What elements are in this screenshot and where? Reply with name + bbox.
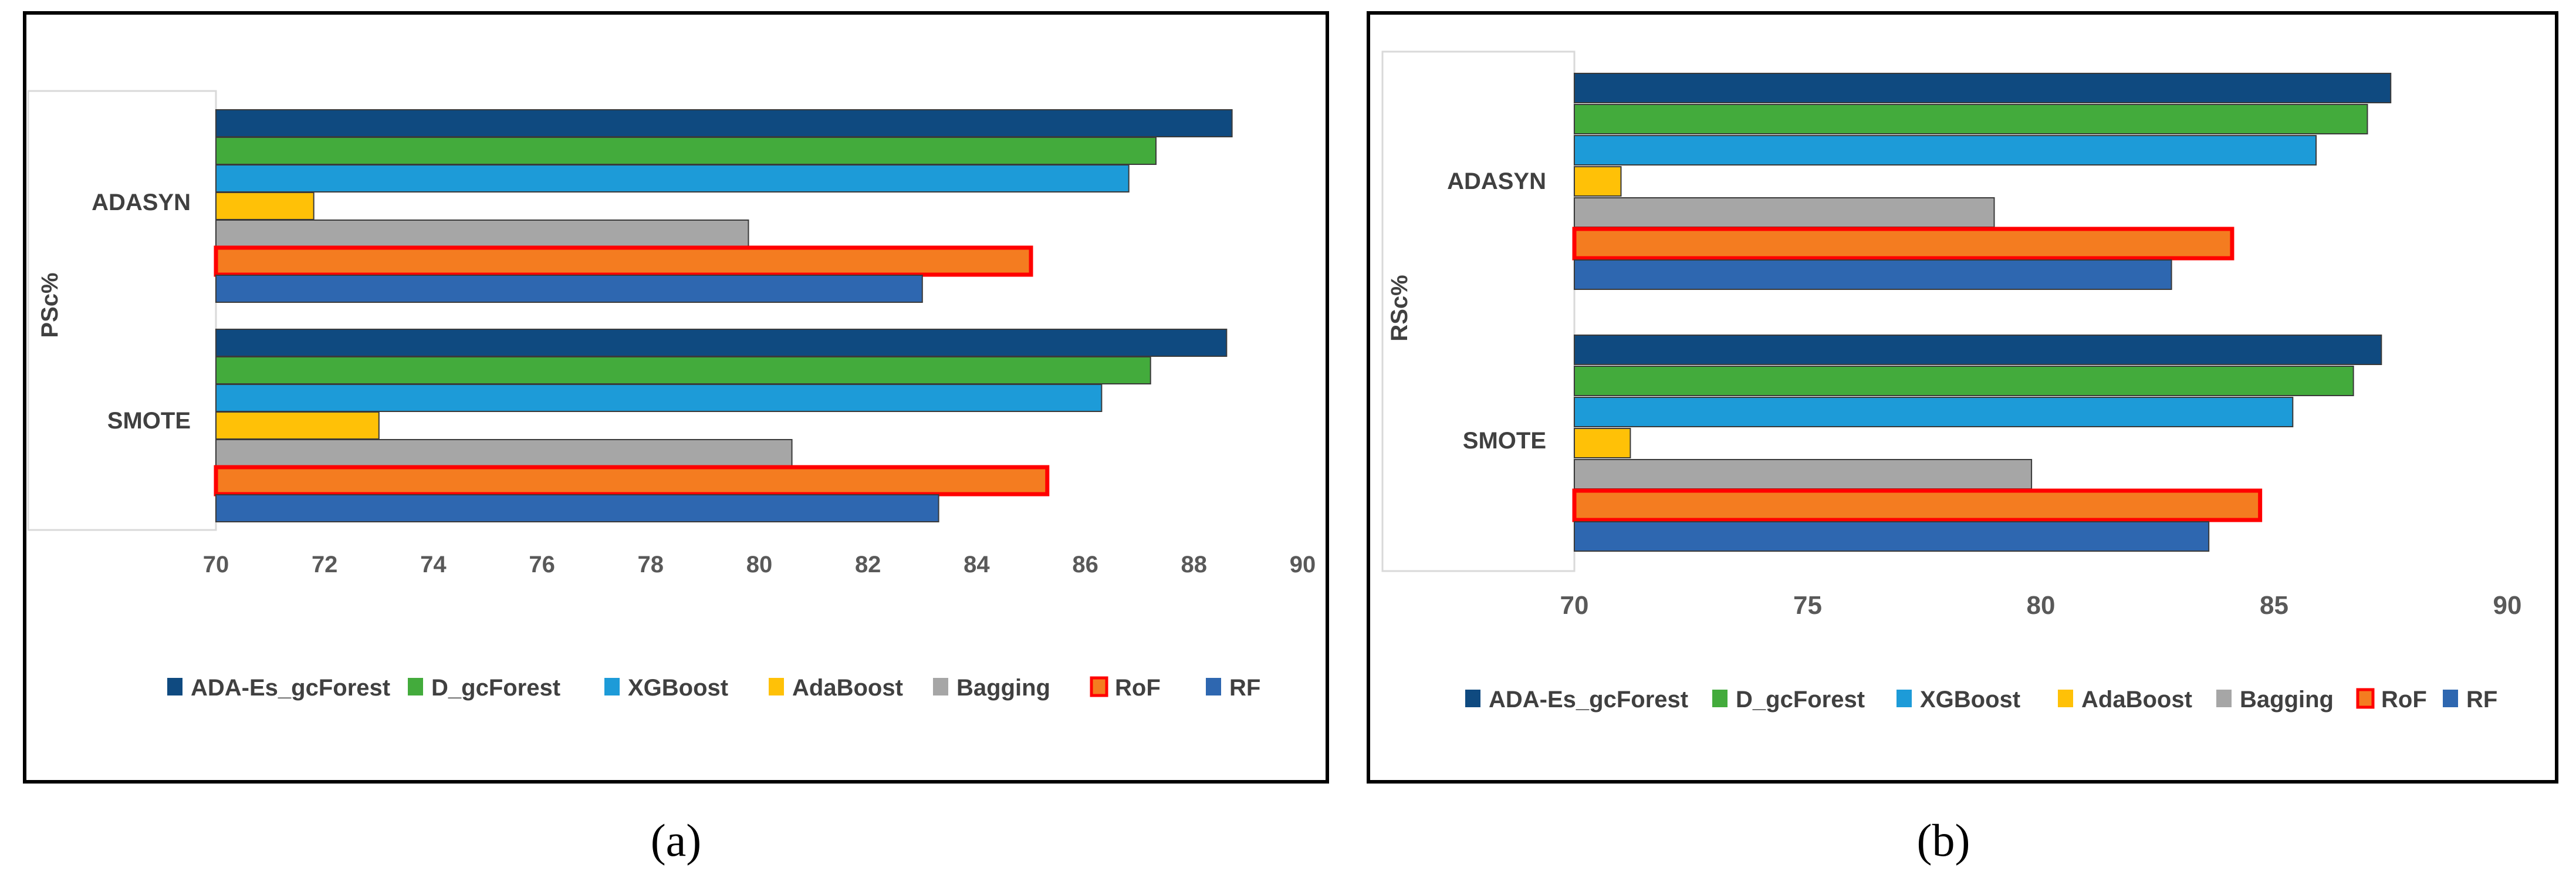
- panel-b-x-tick: 70: [1560, 591, 1589, 620]
- panel-a-x-tick: 86: [1072, 552, 1098, 578]
- panel-a-legend-label: RF: [1229, 675, 1260, 701]
- panel-a-legend-swatch-xgboost: [604, 678, 620, 695]
- panel-b-bar-adasyn-d-gcforest: [1574, 104, 2368, 134]
- panel-b-bar-adasyn-adaboost: [1574, 166, 1622, 197]
- panel-a-x-tick: 80: [746, 552, 773, 578]
- panel-a-x-ticks: 70 72 74 76 78 80 82 84 86 88 90: [203, 552, 1316, 578]
- panel-a-category-adasyn: ADASYN: [92, 190, 191, 215]
- panel-b-bar-smote-xgboost: [1574, 397, 2294, 427]
- panel-b-x-tick: 80: [2027, 591, 2056, 620]
- panel-a-bar-adasyn-rof: [214, 245, 1033, 277]
- panel-b-legend-label: D_gcForest: [1736, 687, 1865, 713]
- panel-b-x-tick: 90: [2493, 591, 2522, 620]
- panel-b-bar-adasyn-rf: [1574, 259, 2172, 290]
- panel-b-bar-smote-rf: [1574, 521, 2210, 552]
- panel-b-legend-swatch-rof: [2356, 688, 2375, 709]
- panel-a-legend-label: Bagging: [956, 675, 1050, 701]
- panel-a-legend-label: D_gcForest: [431, 675, 560, 701]
- panel-a-bar-adasyn-rf: [215, 275, 923, 303]
- panel-b-legend-swatch-ada-es-gcforest: [1465, 690, 1480, 707]
- panel-a-legend-swatch-ada-es-gcforest: [167, 678, 182, 695]
- panel-a-plot-area: [27, 90, 217, 531]
- panel-b-bar-adasyn-rof: [1572, 227, 2234, 261]
- panel-b-legend: ADA-Es_gcForest D_gcForest XGBoost AdaBoost…: [1465, 687, 2497, 713]
- panel-b-bar-smote-adaboost: [1574, 428, 1631, 458]
- panel-b-bar-smote-d-gcforest: [1574, 366, 2354, 396]
- panel-b-bars: [1572, 73, 2392, 552]
- panel-b-bar-adasyn-bagging: [1574, 197, 1995, 228]
- panel-b-legend-swatch-bagging: [2216, 690, 2232, 707]
- panel-b-x-tick: 75: [1793, 591, 1822, 620]
- panel-a-legend-swatch-rof: [1090, 676, 1108, 697]
- panel-a-x-tick: 76: [529, 552, 555, 578]
- panel-b-legend-label: RoF: [2381, 687, 2427, 713]
- panel-b-category-smote: SMOTE: [1463, 428, 1546, 454]
- panel-b-legend-label: XGBoost: [1920, 687, 2020, 713]
- panel-a-legend-swatch-bagging: [933, 678, 948, 695]
- panel-a-bars: [214, 109, 1233, 522]
- panel-b-legend-label: RF: [2466, 687, 2497, 713]
- panel-a-bar-smote-bagging: [215, 439, 793, 467]
- panel-a-legend-label: ADA-Es_gcForest: [191, 675, 390, 701]
- panel-a-bar-smote-d-gcforest: [215, 356, 1151, 384]
- panel-b-plot-area: [1381, 50, 1576, 572]
- panel-b-legend-swatch-xgboost: [1896, 690, 1912, 707]
- chart-panel-a: PSc% ADASYN SMOTE 70 72 74 76 78 80 82 84 86 88 90…: [23, 11, 1329, 866]
- panel-b-legend-swatch-rf: [2443, 690, 2458, 707]
- panel-a-x-tick: 88: [1181, 552, 1208, 578]
- panel-a-bar-adasyn-xgboost: [215, 164, 1130, 193]
- panel-a-legend: ADA-Es_gcForest D_gcForest XGBoost AdaBoost…: [167, 675, 1260, 701]
- panel-a-legend-swatch-d-gcforest: [408, 678, 423, 695]
- panel-a-legend-swatch-adaboost: [769, 678, 784, 695]
- panel-a-x-tick: 90: [1290, 552, 1316, 578]
- panel-a-bar-smote-ada-es-gcforest: [215, 329, 1228, 357]
- panel-a-x-tick: 82: [855, 552, 881, 578]
- panel-a-bar-adasyn-ada-es-gcforest: [215, 109, 1233, 137]
- panel-a-x-tick: 72: [312, 552, 338, 578]
- panel-a-legend-label: AdaBoost: [792, 675, 903, 701]
- panel-b-bar-adasyn-xgboost: [1574, 135, 2317, 166]
- panel-b-category-adasyn: ADASYN: [1447, 168, 1546, 194]
- panel-a-legend-label: RoF: [1115, 675, 1161, 701]
- panel-b-bar-smote-bagging: [1574, 459, 2033, 489]
- panel-a-bar-smote-adaboost: [215, 411, 380, 440]
- panel-b-bar-smote-rof: [1572, 488, 2263, 522]
- panel-a-bar-smote-rf: [215, 494, 939, 522]
- panel-a-x-tick: 74: [420, 552, 447, 578]
- panel-b-bar-adasyn-ada-es-gcforest: [1574, 73, 2392, 103]
- panel-b-bar-smote-ada-es-gcforest: [1574, 335, 2382, 365]
- panel-b-legend-label: Bagging: [2240, 687, 2334, 713]
- panel-a-legend-label: XGBoost: [628, 675, 728, 701]
- panel-a-y-axis-label: PSc%: [37, 272, 63, 337]
- panel-b-label: (b): [1917, 815, 1970, 866]
- panel-a-x-tick: 78: [638, 552, 664, 578]
- panel-b-legend-swatch-d-gcforest: [1712, 690, 1728, 707]
- panel-b-x-ticks: 70 75 80 85 90: [1560, 591, 2522, 620]
- panel-b-x-tick: 85: [2260, 591, 2288, 620]
- panel-a-bar-adasyn-d-gcforest: [215, 137, 1157, 165]
- panel-a-category-smote: SMOTE: [107, 408, 191, 434]
- panel-a-x-tick: 84: [964, 552, 990, 578]
- panel-a-bar-smote-rof: [214, 465, 1050, 497]
- panel-b-legend-label: ADA-Es_gcForest: [1489, 687, 1688, 713]
- panel-a-legend-swatch-rf: [1206, 678, 1221, 695]
- panel-b-legend-label: AdaBoost: [2081, 687, 2192, 713]
- panel-a-bar-adasyn-bagging: [215, 220, 749, 248]
- panel-a-x-tick: 70: [203, 552, 229, 578]
- panel-a-bar-adasyn-adaboost: [215, 192, 315, 220]
- panel-b-y-axis-label: RSc%: [1387, 275, 1412, 341]
- panel-a-bar-smote-xgboost: [215, 384, 1103, 412]
- panel-a-label: (a): [651, 815, 702, 866]
- panel-b-legend-swatch-adaboost: [2058, 690, 2073, 707]
- chart-panel-b: RSc% ADASYN SMOTE 70 75 80 85 90 ADA-Es_gcFo…: [1367, 11, 2558, 866]
